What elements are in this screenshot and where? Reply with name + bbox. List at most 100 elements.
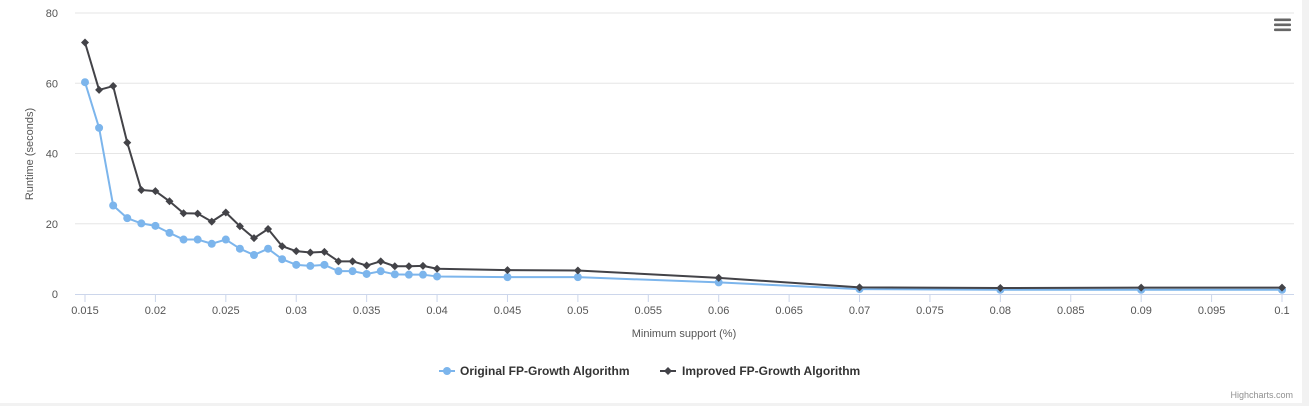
- data-point[interactable]: [1137, 283, 1146, 292]
- data-point[interactable]: [855, 283, 864, 292]
- data-point[interactable]: [1278, 283, 1286, 292]
- data-point[interactable]: [109, 82, 118, 91]
- data-point[interactable]: [81, 38, 89, 47]
- data-point[interactable]: [433, 264, 442, 273]
- credits-link[interactable]: Highcharts.com: [1230, 390, 1293, 400]
- data-point[interactable]: [151, 187, 160, 196]
- legend-label-improved: Improved FP-Growth Algorithm: [682, 364, 860, 378]
- data-point[interactable]: [573, 266, 582, 275]
- data-point[interactable]: [193, 209, 202, 218]
- x-tick-label: 0.055: [635, 305, 663, 317]
- y-tick-label: 40: [46, 149, 58, 161]
- x-tick-label: 0.015: [71, 305, 99, 317]
- y-tick-label: 20: [46, 219, 58, 231]
- data-point[interactable]: [249, 234, 258, 243]
- chart-menu-button[interactable]: [1270, 13, 1294, 37]
- data-point[interactable]: [433, 272, 442, 281]
- x-tick-label: 0.095: [1198, 305, 1226, 317]
- data-point[interactable]: [503, 266, 512, 275]
- data-point[interactable]: [81, 78, 89, 87]
- series-layer: [81, 38, 1286, 294]
- x-tick-label: 0.02: [145, 305, 166, 317]
- x-tick-label: 0.035: [353, 305, 381, 317]
- x-tick-label: 0.075: [916, 305, 944, 317]
- x-axis-tick-labels: 0.015 0.02 0.025 0.03 0.035 0.04 0.045 0.05 0.05…: [71, 305, 1289, 317]
- data-point[interactable]: [235, 244, 244, 253]
- data-point[interactable]: [292, 260, 301, 269]
- data-point[interactable]: [278, 242, 287, 251]
- data-point[interactable]: [235, 222, 244, 231]
- data-point[interactable]: [334, 257, 343, 266]
- data-point[interactable]: [264, 225, 273, 234]
- data-point[interactable]: [207, 239, 216, 248]
- y-tick-label: 80: [46, 8, 58, 20]
- data-point[interactable]: [137, 219, 146, 228]
- data-point[interactable]: [996, 284, 1005, 293]
- series-original: [81, 78, 1286, 294]
- x-tick-label: 0.085: [1057, 305, 1085, 317]
- data-point[interactable]: [95, 85, 104, 94]
- data-point[interactable]: [207, 217, 216, 226]
- data-point[interactable]: [179, 209, 188, 218]
- data-point[interactable]: [714, 273, 723, 282]
- data-point[interactable]: [306, 261, 315, 270]
- hamburger-menu-icon: [1274, 18, 1291, 32]
- data-point[interactable]: [404, 270, 413, 279]
- data-point[interactable]: [179, 235, 188, 244]
- data-point[interactable]: [109, 201, 118, 210]
- data-point[interactable]: [376, 257, 385, 266]
- x-axis-title: Minimum support (%): [632, 328, 737, 340]
- data-point[interactable]: [165, 197, 174, 206]
- x-tick-label: 0.045: [494, 305, 522, 317]
- data-point[interactable]: [348, 267, 357, 276]
- data-point[interactable]: [123, 138, 132, 147]
- data-point[interactable]: [292, 247, 301, 256]
- data-point[interactable]: [376, 267, 385, 276]
- data-point[interactable]: [320, 247, 329, 256]
- x-tick-label: 0.08: [990, 305, 1011, 317]
- data-point[interactable]: [137, 186, 146, 195]
- x-tick-label: 0.04: [426, 305, 447, 317]
- data-point[interactable]: [390, 262, 399, 271]
- x-tick-label: 0.06: [708, 305, 729, 317]
- grid-lines: [75, 12, 1294, 225]
- data-point[interactable]: [362, 261, 371, 270]
- data-point[interactable]: [573, 273, 582, 282]
- y-axis-title: Runtime (seconds): [24, 108, 36, 200]
- legend-marker-original: [443, 367, 451, 375]
- y-tick-label: 60: [46, 78, 58, 90]
- data-point[interactable]: [404, 262, 413, 271]
- data-point[interactable]: [306, 248, 315, 257]
- data-point[interactable]: [418, 261, 427, 270]
- data-point[interactable]: [278, 255, 287, 264]
- data-point[interactable]: [390, 270, 399, 279]
- data-point[interactable]: [221, 235, 230, 244]
- data-point[interactable]: [165, 228, 174, 237]
- data-point[interactable]: [95, 123, 104, 132]
- legend-marker-improved: [664, 367, 672, 375]
- x-tick-label: 0.09: [1130, 305, 1151, 317]
- data-point[interactable]: [503, 273, 512, 282]
- data-point[interactable]: [320, 260, 329, 269]
- legend-label-original: Original FP-Growth Algorithm: [460, 364, 630, 378]
- data-point[interactable]: [249, 251, 258, 260]
- data-point[interactable]: [151, 221, 160, 230]
- x-tick-label: 0.025: [212, 305, 240, 317]
- data-point[interactable]: [348, 257, 357, 266]
- data-point[interactable]: [193, 235, 202, 244]
- data-point[interactable]: [362, 269, 371, 278]
- legend-item-improved[interactable]: Improved FP-Growth Algorithm: [660, 364, 860, 378]
- data-point[interactable]: [418, 270, 427, 279]
- data-point[interactable]: [334, 267, 343, 276]
- data-point[interactable]: [264, 244, 273, 253]
- legend-item-original[interactable]: Original FP-Growth Algorithm: [439, 364, 630, 378]
- x-tick-label: 0.065: [775, 305, 803, 317]
- data-point[interactable]: [714, 278, 723, 287]
- y-axis-tick-labels: 0 20 40 60 80: [46, 8, 58, 301]
- data-point[interactable]: [123, 214, 132, 223]
- x-tick-label: 0.03: [286, 305, 307, 317]
- y-tick-label: 0: [52, 289, 58, 301]
- data-point[interactable]: [221, 208, 230, 217]
- series-improved: [81, 38, 1286, 293]
